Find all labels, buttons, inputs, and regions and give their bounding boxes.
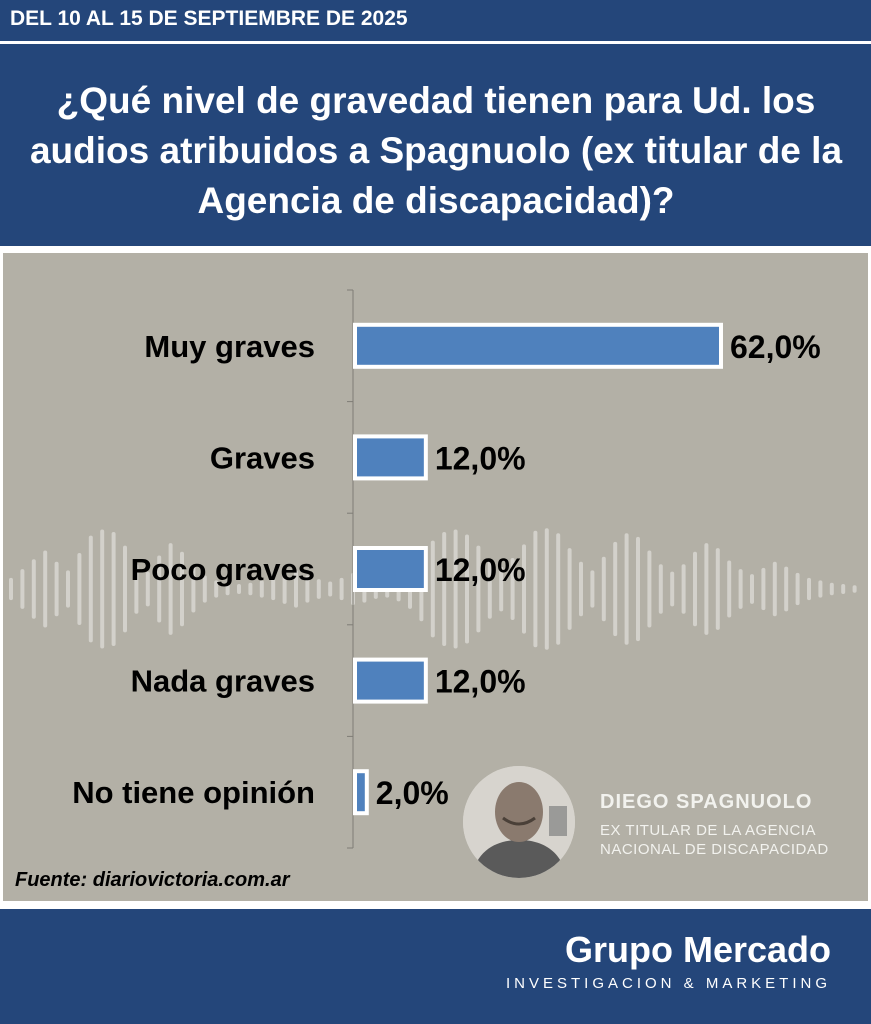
waveform-bar [533, 530, 538, 648]
waveform-bar [43, 550, 48, 628]
value-label: 2,0% [376, 775, 449, 811]
bar [353, 657, 428, 704]
waveform-bar [54, 561, 59, 617]
brand-tagline: INVESTIGACION & MARKETING [505, 975, 831, 992]
date-range: DEL 10 AL 15 DE SEPTIEMBRE DE 2025 [10, 7, 408, 30]
waveform-bar [225, 582, 230, 596]
waveform-bar [339, 577, 344, 601]
bar-chart: Muy graves 62,0% Graves 12,0% Poco graves 12,… [72, 289, 821, 849]
waveform-bar [750, 574, 754, 604]
date-bar: DEL 10 AL 15 DE SEPTIEMBRE DE 2025 [0, 0, 871, 41]
waveform-bar [727, 560, 732, 618]
category-label: No tiene opinión [72, 775, 315, 810]
value-label: 62,0% [730, 329, 821, 365]
person-name: DIEGO SPAGNUOLO [600, 791, 813, 813]
value-label: 12,0% [435, 440, 526, 476]
waveform-bar [157, 555, 162, 623]
waveform-bar [841, 584, 846, 594]
waveform-bar [328, 581, 333, 597]
bar [353, 322, 723, 369]
waveform-bar [453, 529, 458, 649]
waveform-bar [248, 582, 253, 596]
waveform-bar [590, 570, 595, 608]
waveform-bar [77, 553, 82, 625]
waveform-bar [738, 569, 743, 609]
waveform-bar [772, 561, 777, 617]
waveform-bar [601, 556, 606, 622]
waveform-bar [282, 574, 287, 604]
waveform-bar [442, 531, 447, 647]
waveform-bar [636, 536, 640, 642]
bar [353, 546, 428, 592]
waveform-bar [818, 580, 823, 598]
waveform-bar [670, 571, 675, 607]
category-label: Muy graves [144, 329, 315, 364]
value-label: 12,0% [435, 552, 526, 588]
waveform-bar [499, 566, 504, 612]
person-photo [463, 766, 575, 878]
waveform-bar [556, 533, 561, 645]
bar [353, 434, 428, 481]
waveform-bar [123, 545, 127, 633]
waveform-bar [579, 561, 583, 617]
waveform-bar [510, 558, 515, 620]
waveform-bar [522, 544, 526, 634]
waveform-bar [693, 551, 697, 627]
source-note: Fuente: diariovictoria.com.ar [15, 869, 290, 891]
waveform-bar [168, 543, 173, 635]
waveform-bar [784, 566, 789, 612]
waveform-bar [613, 541, 618, 637]
waveform-bar [31, 559, 36, 619]
category-label: Nada graves [131, 664, 315, 699]
waveform-bar [487, 559, 492, 619]
waveform-bar [544, 528, 549, 650]
waveform-bar [305, 575, 310, 603]
waveform-bar [624, 533, 629, 645]
waveform-bar [202, 575, 207, 603]
waveform-bar [88, 535, 93, 643]
waveform-bar [681, 564, 686, 614]
waveform-bar [271, 577, 276, 601]
chart-title: ¿Qué nivel de gravedad tienen para Ud. l… [29, 80, 843, 221]
waveform-bar [294, 570, 298, 608]
waveform-bar [237, 584, 241, 594]
waveform-bar [111, 531, 116, 647]
waveform-bar [191, 565, 196, 613]
person-role-line-2: NACIONAL DE DISCAPACIDAD [600, 841, 829, 858]
waveform-bar [647, 550, 652, 628]
category-label: Graves [210, 440, 315, 475]
waveform-bar [180, 551, 184, 627]
waveform-bar [430, 540, 435, 638]
brand-logo-text: Grupo Mercado [564, 929, 831, 970]
title-box: ¿Qué nivel de gravedad tienen para Ud. l… [0, 44, 871, 246]
value-label: 12,0% [435, 664, 526, 700]
waveform-bar [316, 579, 321, 599]
person-role-line-1: EX TITULAR DE LA AGENCIA [600, 822, 816, 839]
waveform-bar [66, 570, 70, 608]
waveform-bar [100, 529, 105, 649]
waveform-bar [9, 577, 13, 601]
waveform-bar [852, 585, 857, 593]
waveform-bar [829, 582, 834, 596]
waveform-bar [214, 580, 219, 598]
waveform-bar [20, 569, 25, 609]
waveform-bar [807, 577, 811, 601]
waveform-bar [704, 543, 709, 635]
waveform-bar [465, 534, 469, 644]
waveform-bar [761, 567, 766, 611]
waveform-bar [476, 545, 481, 633]
waveform-bar [259, 580, 264, 598]
footer: Grupo Mercado INVESTIGACION & MARKETING [0, 909, 871, 1024]
waveform-bar [567, 548, 572, 630]
waveform-bar [795, 572, 800, 606]
category-label: Poco graves [131, 552, 315, 587]
bar [353, 769, 369, 816]
waveform-bar [145, 571, 150, 607]
waveform-bar [658, 564, 663, 614]
chart-area: Muy graves 62,0% Graves 12,0% Poco graves 12,… [3, 253, 868, 901]
waveform-bar [715, 548, 720, 630]
waveform-bar [134, 564, 139, 614]
